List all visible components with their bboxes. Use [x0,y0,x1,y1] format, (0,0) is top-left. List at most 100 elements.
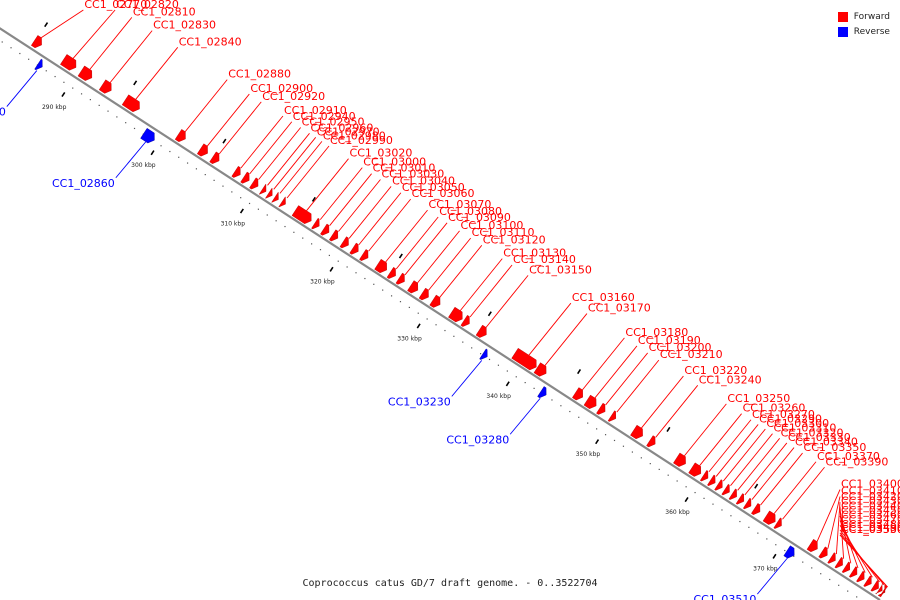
gene-arrow[interactable] [607,410,616,422]
gene-arrow[interactable] [349,242,359,255]
gene-label[interactable]: CC1_03500 [841,523,900,536]
gene-label[interactable]: CC1_03460 [841,509,900,522]
gene-arrow[interactable] [140,127,155,144]
gene-label[interactable]: CC1_03020 [350,147,413,160]
gene-label[interactable]: CC1_03230 [388,395,451,408]
gene-arrow[interactable] [877,584,888,598]
gene-arrow[interactable] [34,58,43,71]
gene-label[interactable]: CC1_03220 [684,364,747,377]
gene-arrow[interactable] [320,223,330,236]
gene-arrow[interactable] [240,171,250,184]
gene-arrow[interactable] [209,151,220,164]
gene-arrow[interactable] [291,205,312,224]
gene-label[interactable]: CC1_03050 [402,181,465,194]
gene-label[interactable]: CC1_03430 [841,495,900,508]
gene-arrow[interactable] [249,177,259,190]
gene-arrow[interactable] [511,347,537,371]
gene-label[interactable]: CC1_03490 [841,521,900,534]
gene-arrow[interactable] [418,287,429,301]
gene-arrow[interactable] [258,183,267,195]
gene-arrow[interactable] [673,452,686,467]
gene-label[interactable]: CC1_02960 [311,121,374,134]
gene-arrow[interactable] [848,566,858,578]
gene-label[interactable]: CC1_03200 [649,341,712,354]
gene-arrow[interactable] [646,435,656,448]
gene-label[interactable]: CC1_03400 [841,478,900,491]
gene-label[interactable]: CC1_03140 [513,253,576,266]
gene-label[interactable]: CC1_03470 [841,513,900,526]
gene-label[interactable]: CC1_03340 [795,436,858,449]
gene-arrow[interactable] [265,187,273,199]
gene-label[interactable]: CC1_03480 [841,518,900,531]
gene-arrow[interactable] [174,129,186,143]
gene-arrow[interactable] [479,348,488,360]
gene-arrow[interactable] [339,236,349,249]
gene-arrow[interactable] [475,324,487,338]
gene-label[interactable]: CC1_02830 [153,19,216,32]
gene-label[interactable]: CC1_02950 [302,116,365,129]
gene-arrow[interactable] [359,249,369,261]
gene-arrow[interactable] [533,362,547,377]
gene-arrow[interactable] [783,545,795,559]
gene-label[interactable]: CC1_03320 [781,426,844,439]
gene-label[interactable]: CC1_03240 [699,373,762,386]
gene-arrow[interactable] [429,294,441,308]
gene-label[interactable]: CC1_03530 [841,523,900,536]
gene-label[interactable]: CC1_03110 [472,226,535,239]
gene-arrow[interactable] [870,580,879,592]
gene-label[interactable]: CC1_02840 [179,35,242,48]
gene-label[interactable]: CC1_03390 [826,455,889,468]
gene-label[interactable]: CC1_02810 [133,5,196,18]
gene-label[interactable]: CC1_03070 [429,198,492,211]
gene-arrow[interactable] [863,575,872,587]
gene-label[interactable]: CC1_03060 [412,187,475,200]
gene-arrow[interactable] [875,583,884,595]
gene-label[interactable]: CC1_03180 [625,326,688,339]
gene-label[interactable]: CC1_03080 [439,205,502,218]
gene-arrow[interactable] [728,488,737,500]
gene-arrow[interactable] [841,561,850,573]
gene-label[interactable]: CC1_03410 [841,485,900,498]
gene-label[interactable]: CC1_02860 [52,177,115,190]
gene-arrow[interactable] [827,552,836,564]
gene-label[interactable]: CC1_02980 [323,129,386,142]
gene-arrow[interactable] [374,258,387,274]
gene-label[interactable]: CC1_03280 [446,433,509,446]
gene-label[interactable]: CC1_02940 [293,110,356,123]
gene-arrow[interactable] [271,191,279,203]
gene-arrow[interactable] [77,65,93,81]
gene-label[interactable]: CC1_02990 [330,134,393,147]
gene-label[interactable]: CC1_03440 [841,499,900,512]
gene-label[interactable]: CC1_03310 [773,422,836,435]
gene-arrow[interactable] [460,314,470,327]
gene-label[interactable]: CC1_03000 [363,156,426,169]
gene-arrow[interactable] [386,267,396,279]
gene-arrow[interactable] [735,493,745,505]
gene-arrow[interactable] [721,483,730,496]
gene-arrow[interactable] [818,546,828,559]
gene-label[interactable]: CC1_03040 [392,174,455,187]
gene-arrow[interactable] [448,306,463,323]
gene-arrow[interactable] [856,570,865,583]
gene-label[interactable]: CC1_02970 [317,125,380,138]
gene-label[interactable]: CC1_03090 [448,211,511,224]
gene-label[interactable]: CC1_02900 [250,82,313,95]
gene-label[interactable]: CC1_02880 [228,68,291,81]
gene-arrow[interactable] [572,387,583,401]
gene-arrow[interactable] [60,54,77,71]
gene-arrow[interactable] [742,497,752,510]
gene-label[interactable]: CC1_03170 [588,302,651,315]
gene-label[interactable]: CC1_03160 [572,291,635,304]
gene-arrow[interactable] [196,143,208,157]
gene-arrow[interactable] [311,217,320,230]
gene-arrow[interactable] [328,229,339,242]
gene-label[interactable]: CC1_03290 [759,412,822,425]
gene-arrow[interactable] [714,479,723,491]
gene-label[interactable]: CC1_03330 [788,431,851,444]
gene-label[interactable]: CC1_03270 [752,408,815,421]
gene-arrow[interactable] [583,394,597,409]
gene-arrow[interactable] [596,402,606,415]
gene-arrow[interactable] [688,462,702,477]
gene-arrow[interactable] [630,424,643,440]
gene-label[interactable]: CC1_03120 [483,233,546,246]
